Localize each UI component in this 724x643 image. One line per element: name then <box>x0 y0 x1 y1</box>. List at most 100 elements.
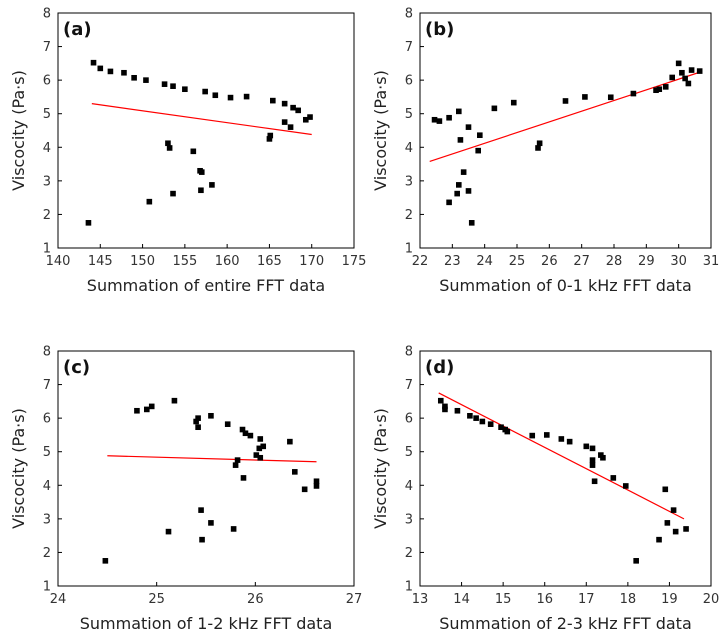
data-point <box>682 75 688 82</box>
y-tick-label: 4 <box>43 141 51 156</box>
data-point <box>287 438 293 445</box>
data-point <box>227 94 234 101</box>
data-point <box>437 397 444 404</box>
data-point <box>209 182 215 188</box>
data-point <box>166 145 173 151</box>
data-point <box>195 415 201 421</box>
data-point <box>664 520 671 526</box>
data-point <box>208 520 214 526</box>
data-point <box>287 124 294 130</box>
data-point <box>536 140 543 147</box>
data-point <box>165 528 172 535</box>
y-tick-label: 4 <box>405 479 413 494</box>
y-tick-label: 5 <box>405 107 413 122</box>
data-point <box>243 93 250 100</box>
data-point <box>656 86 663 93</box>
data-point <box>171 397 178 404</box>
data-point <box>295 107 301 114</box>
data-point <box>240 475 247 481</box>
data-point <box>685 80 692 87</box>
data-point <box>465 188 472 194</box>
data-point <box>307 114 313 120</box>
data-point <box>498 424 504 431</box>
data-point <box>491 105 498 112</box>
y-tick-label: 2 <box>405 208 413 223</box>
data-point <box>600 454 606 461</box>
data-point <box>442 406 448 413</box>
data-point <box>198 507 204 513</box>
data-point <box>442 403 448 410</box>
data-point <box>131 74 137 81</box>
data-point <box>301 486 308 493</box>
x-tick-label: 160 <box>215 254 240 269</box>
x-tick-label: 15 <box>495 592 512 607</box>
y-tick-label: 6 <box>405 412 413 427</box>
plot-frame <box>419 12 712 249</box>
y-tick-label: 3 <box>43 512 51 527</box>
data-point <box>688 67 695 73</box>
data-point <box>134 407 140 414</box>
data-point <box>144 406 150 413</box>
data-point <box>146 198 153 205</box>
x-tick-label: 170 <box>299 254 324 269</box>
data-point <box>290 104 296 111</box>
y-axis-title: Viscocity (Pa·s) <box>371 70 390 191</box>
y-axis-title: Viscocity (Pa·s) <box>9 70 28 191</box>
data-point <box>193 418 199 425</box>
data-point <box>97 65 104 72</box>
y-tick-label: 7 <box>43 40 51 55</box>
data-point <box>479 418 486 425</box>
data-point <box>230 526 237 532</box>
data-point <box>653 87 659 94</box>
data-point <box>239 426 246 433</box>
data-point <box>633 558 639 564</box>
data-point <box>281 100 288 107</box>
data-point <box>148 403 155 410</box>
x-tick-label: 24 <box>476 254 493 269</box>
y-axis-title: Viscocity (Pa·s) <box>371 408 390 529</box>
data-point <box>622 483 629 489</box>
x-axis-title: Summation of 2-3 kHz FFT data <box>439 614 692 633</box>
x-tick-label: 28 <box>606 254 623 269</box>
data-point <box>195 424 201 431</box>
data-point <box>583 443 590 450</box>
fit-line <box>438 392 685 520</box>
y-tick-label: 1 <box>43 580 51 595</box>
data-point <box>454 190 460 197</box>
data-point <box>436 118 443 124</box>
y-tick-label: 3 <box>43 174 51 189</box>
plot-frame <box>57 12 355 249</box>
x-axis-title: Summation of 0-1 kHz FFT data <box>439 276 692 295</box>
data-point <box>90 59 97 66</box>
data-point <box>431 116 438 123</box>
panel-label: (a) <box>63 19 92 40</box>
data-point <box>529 432 536 439</box>
y-tick-label: 8 <box>43 7 51 22</box>
data-point <box>607 94 614 101</box>
data-point <box>102 558 109 564</box>
x-tick-label: 22 <box>412 254 429 269</box>
data-point <box>662 84 669 90</box>
data-point <box>468 220 475 226</box>
x-tick-label: 17 <box>578 592 595 607</box>
data-point <box>199 536 205 543</box>
data-point <box>212 92 219 99</box>
data-point <box>247 432 254 439</box>
x-axis-title: Summation of entire FFT data <box>87 276 325 295</box>
x-tick-label: 155 <box>172 254 197 269</box>
y-tick-label: 3 <box>405 512 413 527</box>
y-tick-label: 4 <box>405 141 413 156</box>
data-point <box>656 536 662 543</box>
x-tick-label: 26 <box>541 254 558 269</box>
data-point <box>281 119 288 125</box>
data-point <box>190 148 197 155</box>
y-tick-label: 4 <box>43 479 51 494</box>
data-point <box>670 507 677 513</box>
data-point <box>465 124 472 130</box>
data-point <box>257 454 264 461</box>
data-point <box>696 68 703 74</box>
data-point <box>208 412 214 419</box>
data-point <box>242 430 249 437</box>
